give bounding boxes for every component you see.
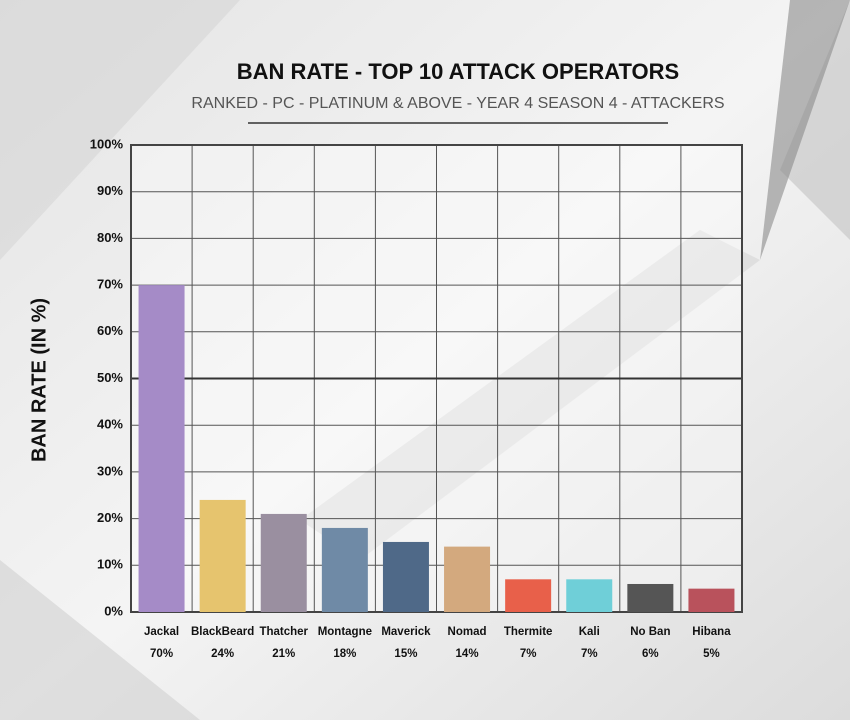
y-tick-label: 60% [97,323,123,338]
y-tick-label: 90% [97,183,123,198]
value-label: 7% [581,648,598,660]
value-label: 14% [456,648,479,660]
value-label: 21% [272,648,295,660]
value-label: 6% [642,648,659,660]
decor [0,560,200,720]
y-tick-label: 80% [97,230,123,245]
x-tick-label: Maverick [381,626,431,638]
y-axis-label: BAN RATE (IN %) [28,298,50,462]
x-tick-label: Nomad [448,626,487,638]
value-label: 24% [211,648,234,660]
x-tick-label: Jackal [144,626,179,638]
chart-subtitle: RANKED - PC - PLATINUM & ABOVE - YEAR 4 … [191,95,724,112]
value-label: 70% [150,648,173,660]
y-tick-label: 100% [90,136,124,151]
bar [138,285,185,612]
bar [260,513,307,612]
bar [321,527,368,612]
decor [760,0,850,260]
bar [566,579,613,612]
y-tick-label: 70% [97,277,123,292]
x-tick-label: Thatcher [259,626,308,638]
y-tick-label: 30% [97,463,123,478]
y-tick-label: 10% [97,557,123,572]
plot-border [130,144,743,613]
bar [627,583,674,612]
decor [780,0,850,240]
bar [688,588,735,612]
x-tick-label: Kali [579,626,600,638]
x-tick-label: Hibana [692,626,731,638]
y-tick-label: 20% [97,510,123,525]
bar [199,499,246,612]
value-label: 7% [520,648,537,660]
chart-title: BAN RATE - TOP 10 ATTACK OPERATORS [237,59,679,84]
value-label: 18% [333,648,356,660]
x-tick-label: Montagne [318,626,372,638]
x-tick-label: BlackBeard [191,626,254,638]
y-tick-label: 0% [104,603,123,618]
x-tick-label: No Ban [630,626,670,638]
y-tick-label: 50% [97,370,123,385]
y-tick-label: 40% [97,417,123,432]
decor [300,230,760,560]
value-label: 5% [703,648,720,660]
bar [505,579,552,612]
bar [382,541,429,612]
bar [444,546,491,612]
value-label: 15% [394,648,417,660]
x-tick-label: Thermite [504,626,553,638]
decor [0,0,240,260]
